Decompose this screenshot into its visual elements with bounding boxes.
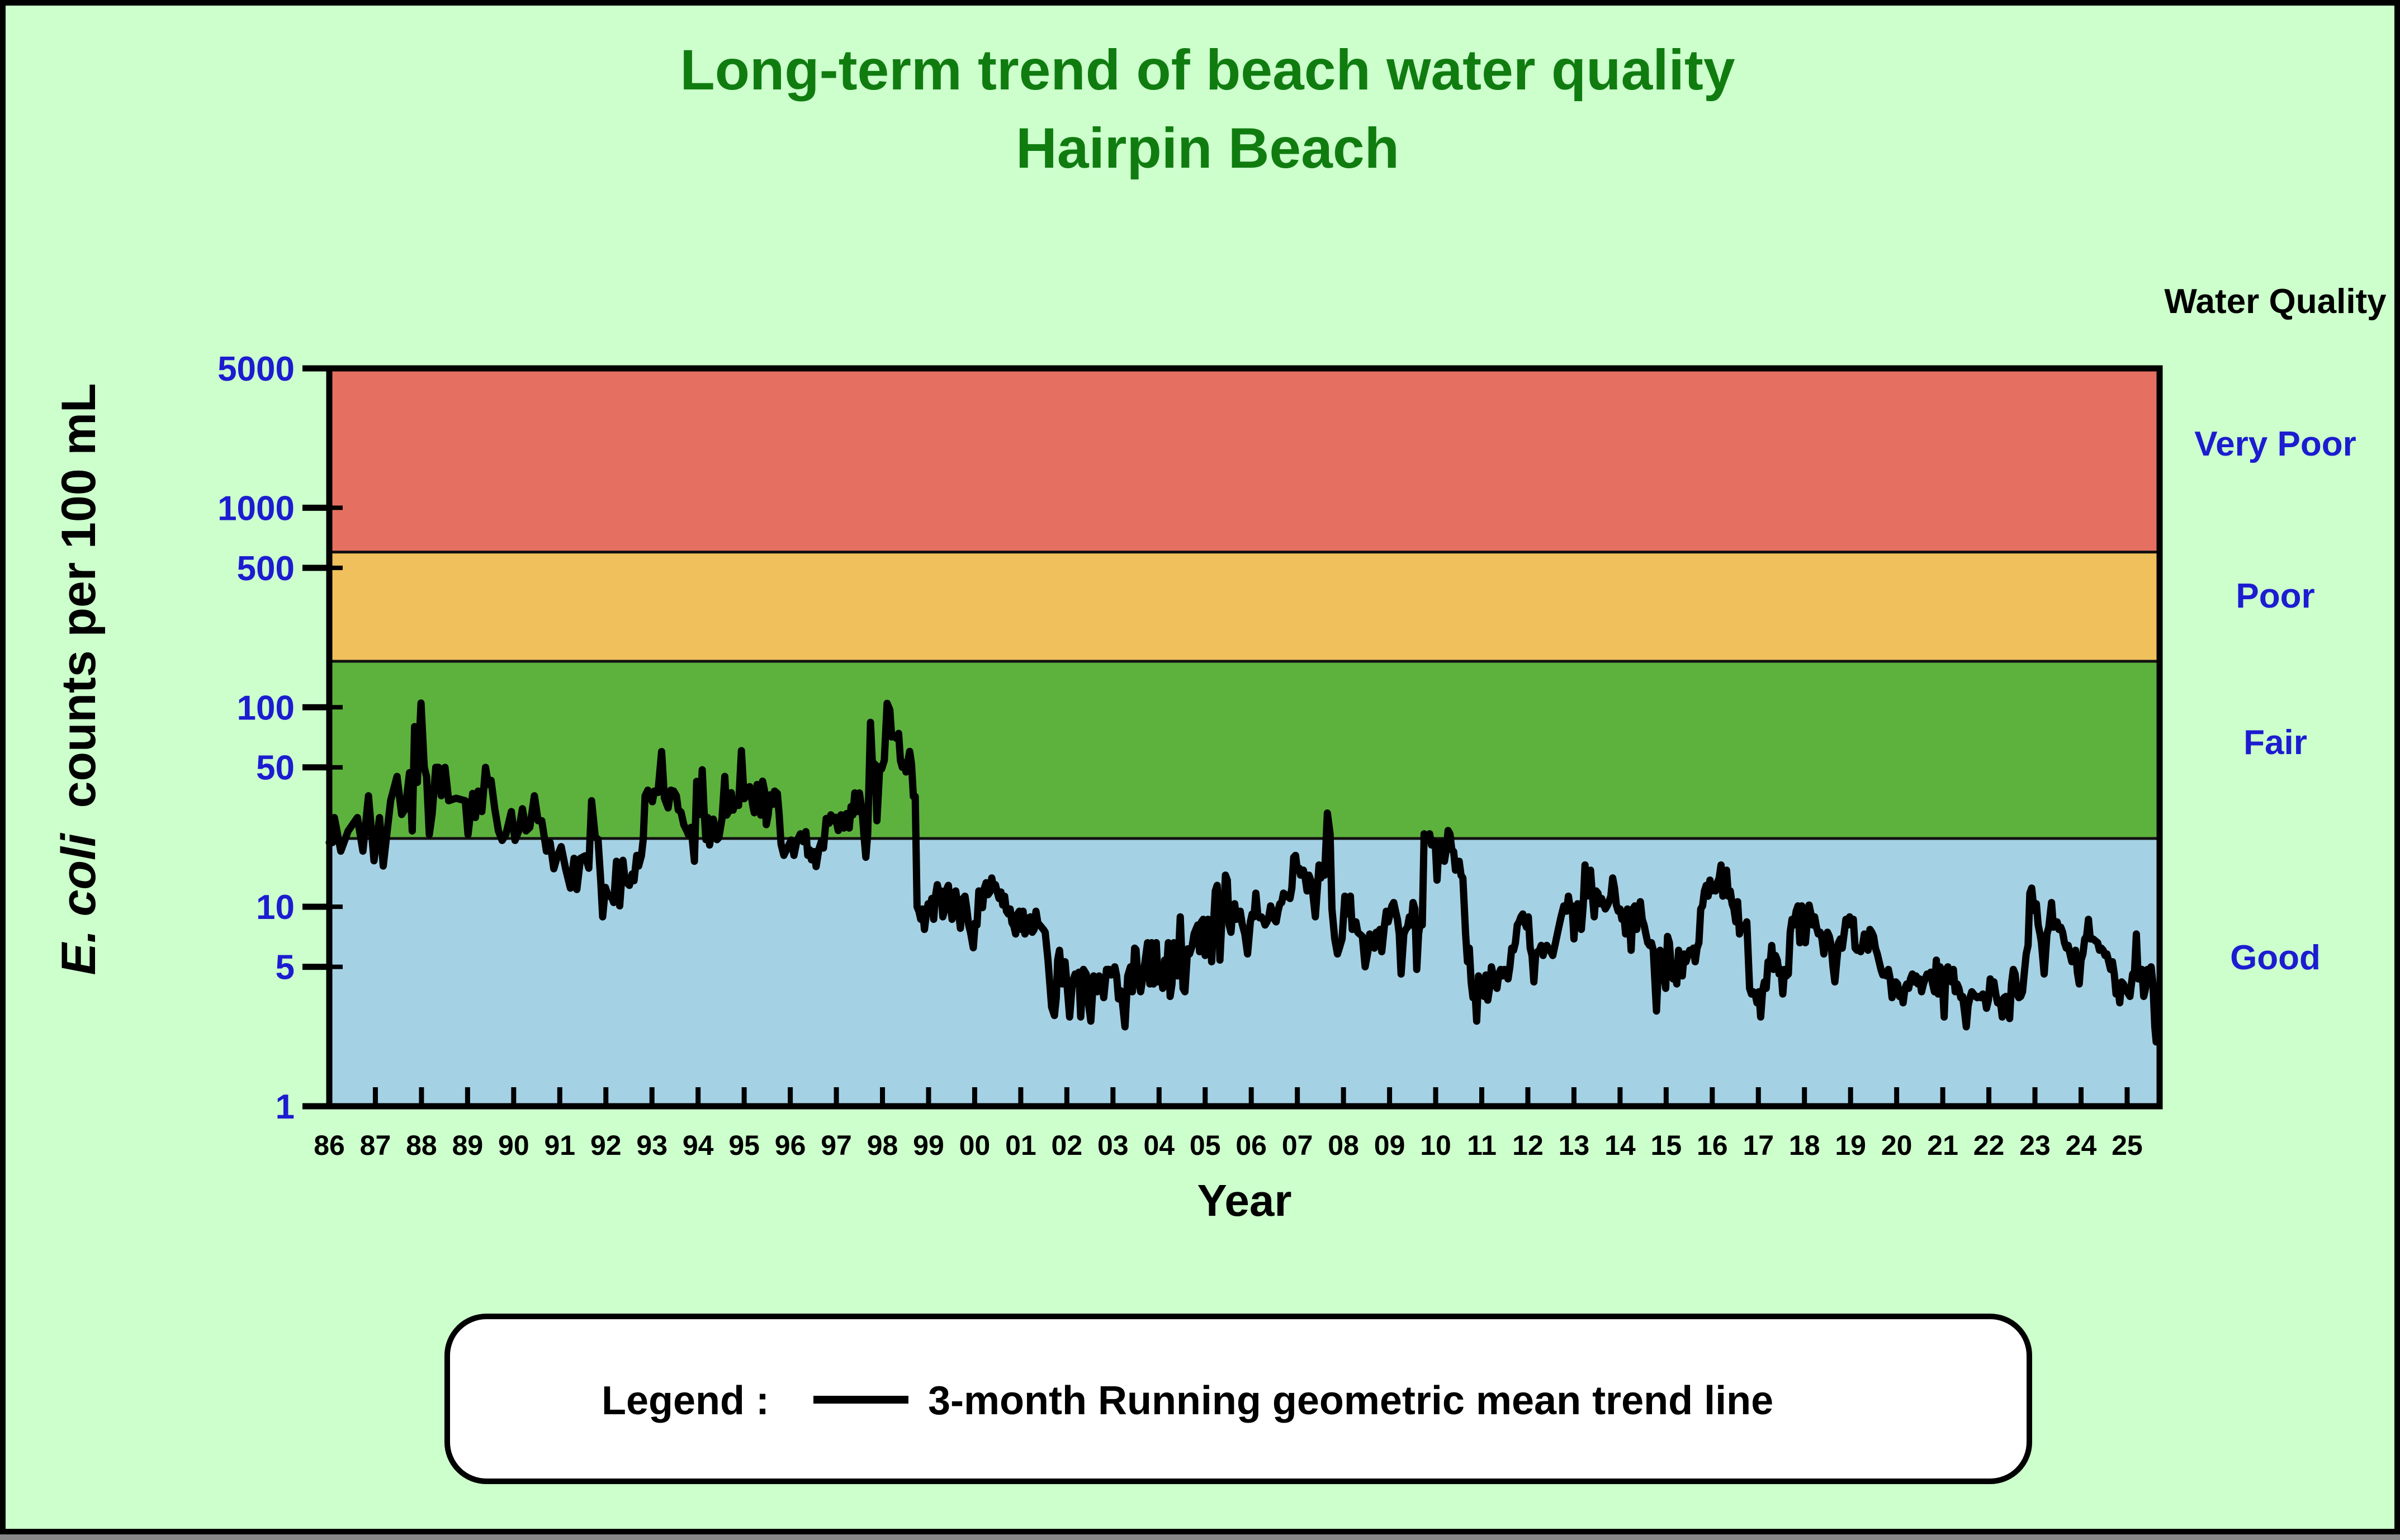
chart-title-line1: Long-term trend of beach water quality <box>680 38 1735 102</box>
band-label-poor: Poor <box>2236 577 2314 615</box>
x-tick-label-18: 18 <box>1789 1130 1820 1161</box>
x-tick-label-99: 99 <box>913 1130 944 1161</box>
x-tick-label-92: 92 <box>590 1130 622 1161</box>
x-tick-label-06: 06 <box>1235 1130 1267 1161</box>
y-tick-label-500: 500 <box>237 549 295 588</box>
x-tick-label-96: 96 <box>775 1130 806 1161</box>
y-tick-label-5: 5 <box>276 949 295 987</box>
x-tick-label-19: 19 <box>1835 1130 1866 1161</box>
y-tick-label-1000: 1000 <box>217 489 295 528</box>
y-tick-label-100: 100 <box>237 689 295 727</box>
x-tick-label-01: 01 <box>1005 1130 1036 1161</box>
x-tick-label-97: 97 <box>821 1130 852 1161</box>
x-tick-label-00: 00 <box>959 1130 991 1161</box>
quality-band-poor <box>329 552 2160 662</box>
x-tick-label-03: 03 <box>1097 1130 1129 1161</box>
x-tick-label-95: 95 <box>728 1130 760 1161</box>
x-tick-label-12: 12 <box>1512 1130 1544 1161</box>
x-tick-label-13: 13 <box>1559 1130 1590 1161</box>
x-tick-label-21: 21 <box>1927 1130 1958 1161</box>
chart-title-line2: Hairpin Beach <box>1016 116 1399 180</box>
x-tick-label-20: 20 <box>1881 1130 1913 1161</box>
plot-border <box>326 365 2163 1110</box>
x-tick-label-24: 24 <box>2066 1130 2097 1161</box>
x-tick-label-14: 14 <box>1604 1130 1636 1161</box>
x-tick-label-89: 89 <box>452 1130 484 1161</box>
x-tick-label-05: 05 <box>1190 1130 1221 1161</box>
band-label-very-poor: Very Poor <box>2194 425 2356 463</box>
y-tick-label-10: 10 <box>256 888 295 927</box>
x-tick-label-22: 22 <box>1973 1130 2005 1161</box>
x-tick-label-90: 90 <box>498 1130 529 1161</box>
x-tick-label-04: 04 <box>1143 1130 1175 1161</box>
band-label-fair: Fair <box>2243 723 2307 762</box>
x-tick-label-09: 09 <box>1374 1130 1405 1161</box>
x-tick-label-17: 17 <box>1743 1130 1774 1161</box>
y-tick-label-5000: 5000 <box>217 350 295 388</box>
x-tick-label-93: 93 <box>636 1130 668 1161</box>
x-tick-label-87: 87 <box>360 1130 391 1161</box>
x-tick-label-98: 98 <box>867 1130 898 1161</box>
water-quality-header: Water Quality <box>2164 282 2387 321</box>
y-tick-label-1: 1 <box>276 1088 295 1126</box>
x-tick-label-23: 23 <box>2019 1130 2051 1161</box>
y-tick-label-50: 50 <box>256 749 295 788</box>
legend-label: Legend : <box>602 1378 769 1423</box>
x-tick-label-15: 15 <box>1651 1130 1682 1161</box>
x-tick-label-91: 91 <box>544 1130 575 1161</box>
x-tick-label-94: 94 <box>683 1130 714 1161</box>
band-label-good: Good <box>2230 939 2321 977</box>
trend-line <box>325 699 2160 1046</box>
quality-band-very-poor <box>329 368 2160 552</box>
x-tick-label-25: 25 <box>2112 1130 2143 1161</box>
x-tick-label-11: 11 <box>1467 1130 1497 1161</box>
legend-item-label: 3-month Running geometric mean trend lin… <box>928 1378 1773 1423</box>
x-tick-label-86: 86 <box>314 1130 345 1161</box>
x-tick-label-88: 88 <box>406 1130 437 1161</box>
x-tick-label-08: 08 <box>1328 1130 1359 1161</box>
x-tick-label-07: 07 <box>1282 1130 1313 1161</box>
y-axis-title-italic: E. coli <box>52 832 106 975</box>
y-axis-title-rest: counts per 100 mL <box>52 383 106 808</box>
x-tick-label-10: 10 <box>1420 1130 1451 1161</box>
x-axis-title: Year <box>1197 1176 1291 1225</box>
y-axis-title: E. coli counts per 100 mL <box>52 383 106 975</box>
legend-box <box>444 1314 2032 1484</box>
quality-band-fair <box>329 661 2160 838</box>
x-tick-label-02: 02 <box>1052 1130 1083 1161</box>
x-tick-label-16: 16 <box>1697 1130 1728 1161</box>
